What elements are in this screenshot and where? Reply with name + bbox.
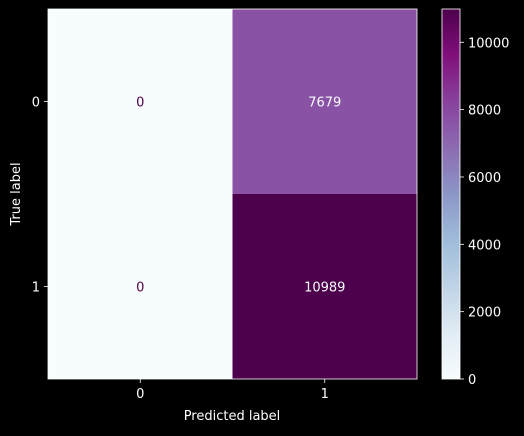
cell-value-0-0: 0 — [136, 96, 144, 111]
y-tick-label-1: 1 — [32, 281, 40, 296]
colorbar-tick-label-3: 6000 — [468, 171, 501, 186]
x-axis-label: Predicted label — [184, 409, 281, 424]
y-tick-label-0: 0 — [32, 96, 40, 111]
heatmap-cells — [48, 9, 417, 379]
colorbar-ticks: 0 2000 4000 6000 8000 10000 — [460, 36, 509, 388]
cell-value-1-0: 0 — [136, 281, 144, 296]
colorbar-gradient — [442, 9, 460, 379]
colorbar-tick-label-2: 4000 — [468, 238, 501, 253]
y-axis-ticks: 01 — [32, 96, 48, 296]
heatmap-cell-0-0 — [48, 9, 233, 194]
y-axis-label: True label — [9, 162, 24, 226]
cell-annotations: 0 7679 0 10989 — [136, 96, 345, 296]
heatmap-cell-0-1 — [232, 9, 417, 194]
colorbar-frame — [441, 8, 461, 380]
colorbar-tick-label-4: 8000 — [468, 104, 501, 119]
cell-value-0-1: 7679 — [308, 96, 341, 111]
heatmap-cell-1-1 — [232, 194, 417, 379]
cell-value-1-1: 10989 — [304, 281, 345, 296]
x-tick-label-1: 1 — [321, 387, 329, 402]
colorbar: 0 2000 4000 6000 8000 10000 — [441, 8, 509, 388]
heatmap-cell-1-0 — [48, 194, 233, 379]
x-tick-label-0: 0 — [136, 387, 144, 402]
colorbar-tick-label-0: 0 — [468, 373, 476, 388]
colorbar-tick-label-5: 10000 — [468, 36, 509, 51]
plot-frame — [47, 8, 418, 380]
colorbar-tick-label-1: 2000 — [468, 306, 501, 321]
